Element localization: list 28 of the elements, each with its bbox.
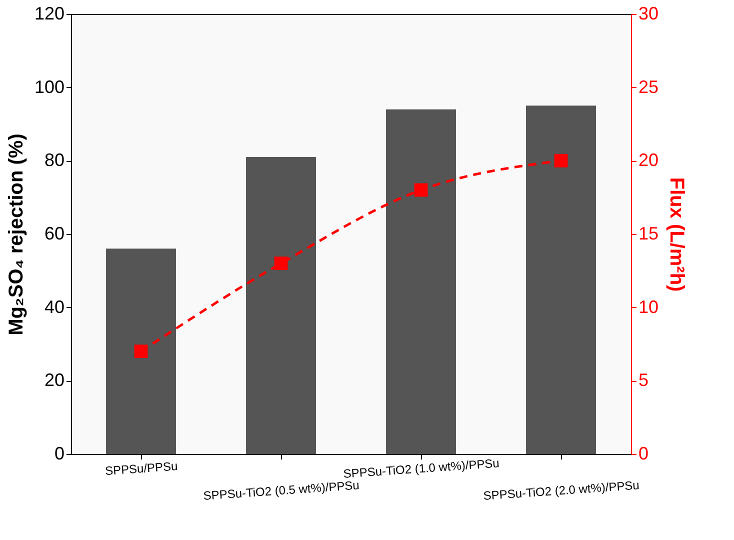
- y2-axis-title: Flux (L/m²h): [666, 177, 688, 292]
- bar: [526, 106, 596, 454]
- y2-tick-label: 10: [638, 296, 659, 317]
- y-tick-label: 60: [44, 224, 64, 244]
- y-tick-label: 40: [44, 296, 64, 317]
- point: [134, 344, 148, 358]
- y-tick-label: 0: [54, 444, 64, 464]
- y2-tick-label: 0: [638, 444, 649, 464]
- y2-tick-label: 15: [638, 224, 659, 244]
- bar: [386, 109, 456, 454]
- y-tick-label: 100: [34, 76, 64, 97]
- x-tick-label: SPPSu-TiO2 (2.0 wt%)/PPSu: [482, 478, 640, 503]
- point: [414, 183, 428, 197]
- y-axis-title: Mg₂SO₄ rejection (%): [5, 134, 28, 336]
- y2-tick-label: 20: [638, 150, 659, 170]
- y2-tick-label: 5: [638, 370, 649, 390]
- y-tick-label: 80: [44, 150, 64, 170]
- bar: [246, 157, 316, 454]
- y-tick-label: 120: [34, 4, 64, 24]
- y-tick-label: 20: [44, 370, 64, 390]
- y2-tick-label: 30: [638, 4, 659, 24]
- x-tick-label: SPPSu-TiO2 (0.5 wt%)/PPSu: [202, 478, 360, 503]
- point: [274, 256, 288, 270]
- x-tick-label: SPPSu/PPSu: [104, 458, 178, 478]
- point: [554, 154, 568, 168]
- x-tick-label: SPPSu-TiO2 (1.0 wt%)/PPSu: [342, 456, 500, 481]
- bar: [106, 248, 176, 454]
- y2-tick-label: 25: [638, 76, 659, 97]
